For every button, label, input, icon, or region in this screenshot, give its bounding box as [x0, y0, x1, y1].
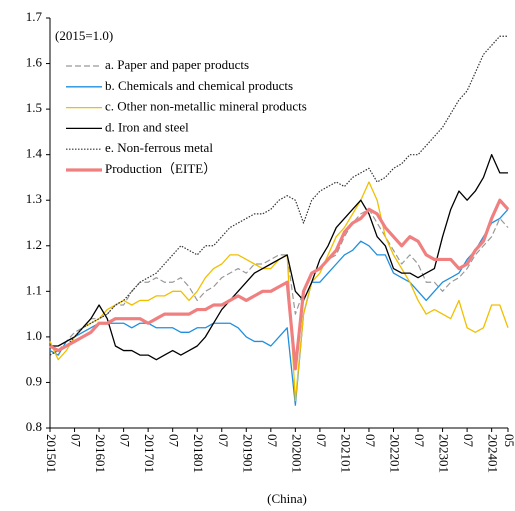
y-tick-label: 1.1 — [26, 282, 42, 297]
x-tick-label: 07 — [314, 434, 329, 448]
x-tick-label: 07 — [216, 434, 231, 448]
x-tick-label: 07 — [69, 434, 84, 448]
x-tick-label: 07 — [167, 434, 182, 448]
legend-label: b. Chemicals and chemical products — [105, 78, 293, 93]
x-axis-label: (China) — [267, 491, 307, 506]
x-tick-label: 202101 — [338, 434, 353, 473]
y-tick-label: 1.6 — [26, 55, 43, 70]
y-tick-label: 1.4 — [26, 146, 43, 161]
series-line — [49, 181, 509, 402]
x-tick-label: 07 — [118, 434, 133, 448]
legend-label: d. Iron and steel — [105, 119, 189, 134]
x-tick-label: 201901 — [240, 434, 255, 473]
y-tick-label: 0.8 — [26, 419, 42, 434]
x-tick-label: 05 — [502, 434, 515, 447]
series-line — [49, 35, 508, 356]
x-tick-label: 07 — [265, 434, 280, 448]
legend-label: Production（EITE） — [105, 161, 216, 176]
x-tick-label: 07 — [461, 434, 476, 448]
legend-label: e. Non-ferrous metal — [105, 140, 213, 155]
y-tick-label: 1.3 — [26, 191, 42, 206]
annotation: (2015=1.0) — [55, 28, 113, 43]
y-tick-label: 1.7 — [26, 9, 43, 24]
x-tick-label: 201601 — [93, 434, 108, 473]
x-tick-label: 201501 — [44, 434, 59, 473]
series-line — [49, 208, 509, 406]
y-tick-label: 0.9 — [26, 373, 42, 388]
x-tick-label: 202301 — [437, 434, 452, 473]
x-tick-label: 202401 — [486, 434, 501, 473]
y-tick-label: 1.2 — [26, 237, 42, 252]
series-line — [50, 154, 508, 361]
series-line — [49, 198, 510, 371]
x-tick-label: 201701 — [142, 434, 157, 473]
legend-label: c. Other non-metallic mineral products — [105, 99, 307, 114]
series-line — [49, 208, 509, 352]
y-tick-label: 1.5 — [26, 100, 42, 115]
x-tick-label: 201801 — [191, 434, 206, 473]
legend-label: a. Paper and paper products — [105, 57, 249, 72]
x-tick-label: 07 — [412, 434, 427, 448]
x-tick-label: 202201 — [388, 434, 403, 473]
x-tick-label: 202001 — [289, 434, 304, 473]
x-tick-label: 07 — [363, 434, 378, 448]
y-tick-label: 1.0 — [26, 328, 42, 343]
